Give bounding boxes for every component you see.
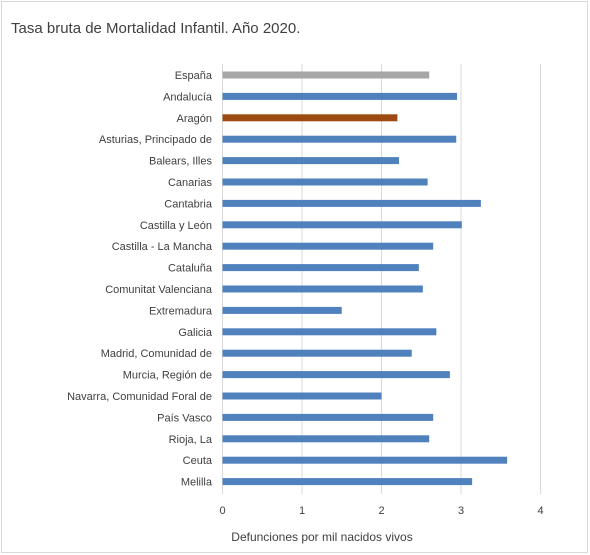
bar	[222, 456, 508, 464]
category-label: Comunitat Valenciana	[105, 284, 213, 296]
tick-label: 0	[219, 505, 225, 517]
category-label: Canarias	[168, 177, 213, 189]
bar	[222, 92, 458, 100]
tick-label: 2	[378, 505, 384, 517]
bar	[222, 264, 419, 272]
category-label: Asturias, Principado de	[99, 134, 212, 146]
bar	[222, 328, 437, 336]
category-label: País Vasco	[157, 412, 212, 424]
tick-label: 3	[458, 505, 464, 517]
category-label: Cantabria	[164, 198, 213, 210]
chart-title: Tasa bruta de Mortalidad Infantil. Año 2…	[11, 20, 301, 37]
category-label: Galicia	[178, 327, 213, 339]
bar	[222, 413, 434, 421]
bar	[222, 221, 462, 229]
category-label: Murcia, Región de	[123, 370, 212, 382]
category-label: Melilla	[181, 477, 213, 489]
bar	[222, 371, 450, 379]
bar	[222, 285, 423, 293]
bar	[222, 71, 430, 79]
bar	[222, 199, 481, 207]
bar	[222, 349, 412, 357]
category-label: España	[175, 70, 213, 82]
category-label: Cataluña	[168, 263, 213, 275]
category-label: Balears, Illes	[149, 156, 212, 168]
category-label: Extremadura	[149, 305, 213, 317]
category-label: Navarra, Comunidad Foral de	[67, 391, 212, 403]
category-label: Madrid, Comunidad de	[101, 348, 212, 360]
category-label: Aragón	[177, 113, 212, 125]
bar	[222, 157, 399, 165]
bar	[222, 435, 430, 443]
category-label: Ceuta	[183, 455, 213, 467]
tick-label: 4	[537, 505, 543, 517]
category-label: Castilla - La Mancha	[112, 241, 213, 253]
category-label: Castilla y León	[140, 220, 212, 232]
tick-label: 1	[299, 505, 305, 517]
bar	[222, 392, 382, 400]
bar	[222, 306, 342, 314]
category-label: Andalucía	[163, 91, 213, 103]
bar	[222, 135, 457, 143]
bar	[222, 242, 434, 250]
bar	[222, 178, 428, 186]
bar	[222, 114, 398, 122]
category-label: Rioja, La	[169, 434, 213, 446]
bar	[222, 478, 473, 486]
x-axis-label: Defunciones por mil nacidos vivos	[231, 530, 412, 544]
